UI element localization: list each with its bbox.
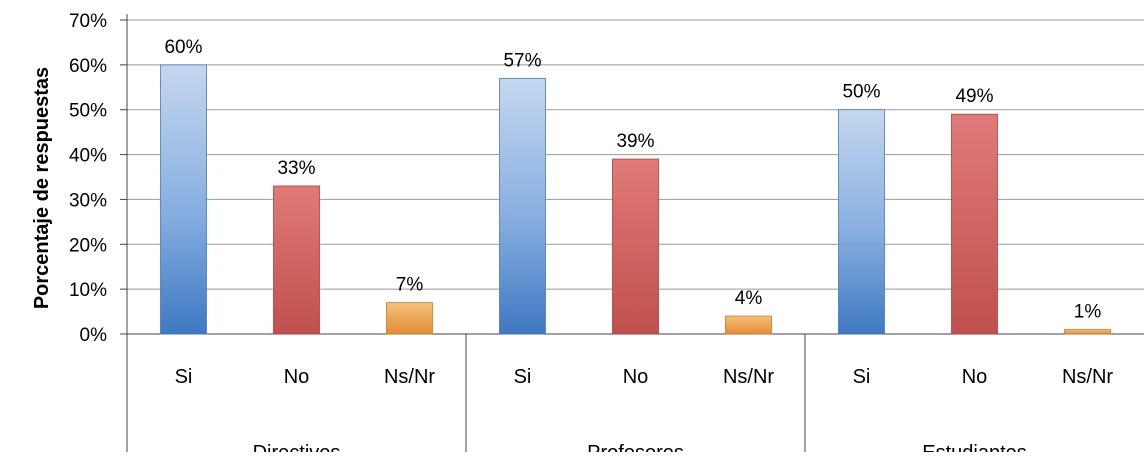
y-tick-label: 70% bbox=[69, 11, 107, 32]
data-label: 49% bbox=[955, 86, 993, 107]
x-category-label: Ns/Nr bbox=[384, 366, 435, 388]
x-category-label: Si bbox=[175, 366, 193, 388]
bar-directivos-nsnr bbox=[386, 302, 433, 335]
bar-profesores-no bbox=[612, 158, 659, 335]
data-label: 60% bbox=[164, 37, 202, 58]
data-label: 57% bbox=[503, 50, 541, 71]
y-tick-label: 20% bbox=[69, 235, 107, 256]
data-label: 39% bbox=[616, 131, 654, 152]
bar-profesores-nsnr bbox=[725, 315, 772, 335]
y-tick-label: 10% bbox=[69, 280, 107, 301]
bar-estudiantes-si bbox=[838, 109, 885, 335]
y-tick-label: 50% bbox=[69, 101, 107, 122]
data-label: 1% bbox=[1074, 302, 1102, 323]
x-category-label: Si bbox=[853, 366, 871, 388]
bar-directivos-no bbox=[273, 185, 320, 335]
y-axis-title: Porcentaje de respuestas bbox=[31, 67, 53, 309]
x-category-label: No bbox=[284, 366, 310, 388]
y-tick-label: 30% bbox=[69, 190, 107, 211]
data-label: 33% bbox=[277, 158, 315, 179]
x-group-label: Estudiantes bbox=[922, 442, 1027, 452]
x-category-label: Si bbox=[514, 366, 532, 388]
x-category-label: Ns/Nr bbox=[723, 366, 774, 388]
y-tick-label: 0% bbox=[80, 325, 108, 346]
x-category-label: No bbox=[962, 366, 988, 388]
bar-directivos-si bbox=[160, 64, 207, 335]
bars bbox=[160, 64, 1111, 335]
x-group-label: Profesores bbox=[587, 442, 684, 452]
y-tick-label: 60% bbox=[69, 56, 107, 77]
y-tick-label: 40% bbox=[69, 146, 107, 167]
bar-estudiantes-nsnr bbox=[1064, 329, 1111, 335]
data-label: 4% bbox=[735, 288, 763, 309]
x-category-label: Ns/Nr bbox=[1062, 366, 1113, 388]
data-label: 50% bbox=[842, 82, 880, 103]
bar-estudiantes-no bbox=[951, 113, 998, 335]
x-group-label: Directivos bbox=[253, 442, 341, 452]
x-category-label: No bbox=[623, 366, 649, 388]
bar-profesores-si bbox=[499, 77, 546, 335]
data-label: 7% bbox=[396, 275, 424, 296]
data-labels: 60% 33% 7% 57% 39% 4% 50% 49% 1% bbox=[164, 37, 1101, 323]
